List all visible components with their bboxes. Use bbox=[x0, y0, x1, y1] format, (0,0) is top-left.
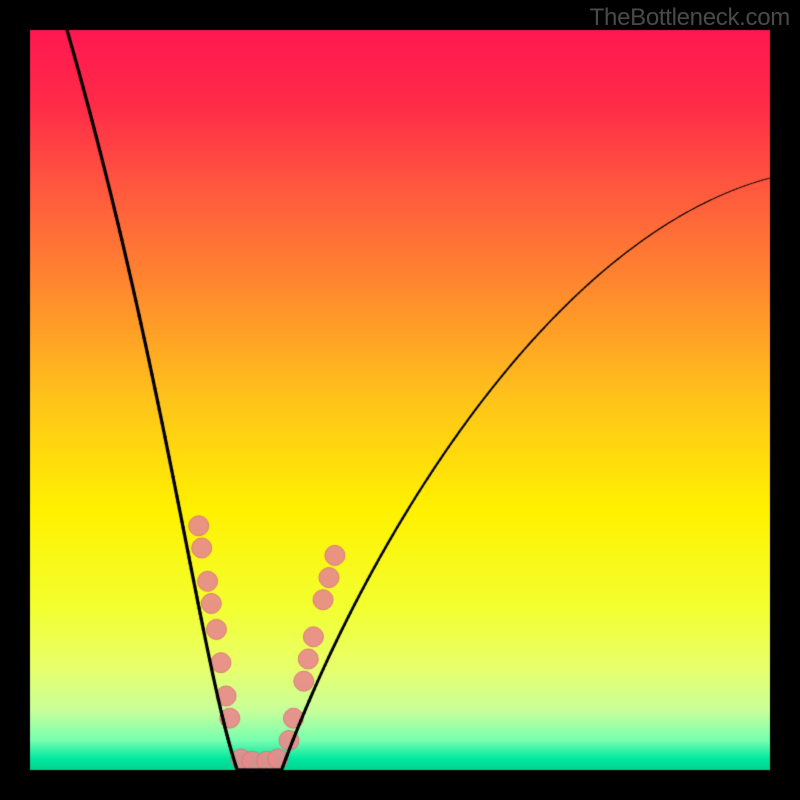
bottleneck-chart bbox=[0, 0, 800, 800]
watermark-text: TheBottleneck.com bbox=[590, 4, 790, 32]
